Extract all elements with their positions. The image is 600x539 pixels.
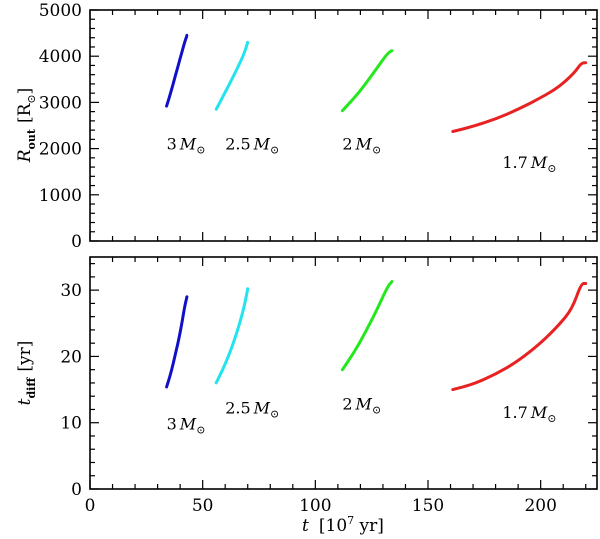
- x-tick-label: 150: [412, 496, 444, 516]
- top-ticks: 0 1000 2000 3000 4000 5000: [39, 1, 597, 252]
- top-y-tick-label: 0: [71, 232, 82, 252]
- top-series-3: [451, 61, 588, 133]
- top-mass-label-1: 2.5 M⊙: [225, 135, 279, 157]
- top-series-1: [214, 40, 250, 111]
- top-series-2: [340, 49, 394, 113]
- top-curves: [165, 33, 588, 133]
- bottom-y-tick-label: 0: [71, 480, 82, 500]
- bottom-series-0: [165, 295, 189, 389]
- bottom-mass-labels: 3 M⊙ 2.5 M⊙ 2 M⊙ 1.7 M⊙: [167, 394, 557, 436]
- bottom-series-1: [214, 287, 250, 385]
- bottom-mass-label-3: 1.7 M⊙: [502, 403, 556, 425]
- top-y-tick-label: 1000: [39, 186, 82, 206]
- top-y-tick-label: 4000: [39, 47, 82, 67]
- top-series-0: [165, 33, 189, 108]
- top-y-tick-label: 5000: [39, 1, 82, 21]
- top-y-tick-label: 2000: [39, 140, 82, 160]
- bottom-y-tick-label: 20: [60, 347, 82, 367]
- bottom-y-tick-label: 10: [60, 414, 82, 434]
- bottom-series-2: [340, 280, 394, 372]
- bottom-curves: [165, 280, 588, 392]
- x-tick-label: 50: [192, 496, 214, 516]
- x-tick-label: 200: [524, 496, 556, 516]
- top-panel-frame: [89, 9, 598, 242]
- top-mass-label-0: 3 M⊙: [167, 135, 206, 157]
- bottom-y-axis-label: tdiff[yr]: [15, 341, 38, 406]
- top-y-axis-label: Rout[R⊙]: [15, 88, 38, 164]
- bottom-y-tick-label: 30: [60, 281, 82, 301]
- x-axis-label: t [107 yr]: [302, 514, 384, 536]
- bottom-series-3: [451, 282, 588, 392]
- top-y-tick-label: 3000: [39, 93, 82, 113]
- bottom-mass-label-1: 2.5 M⊙: [225, 398, 279, 420]
- top-mass-labels: 3 M⊙ 2.5 M⊙ 2 M⊙ 1.7 M⊙: [167, 135, 557, 175]
- bottom-mass-label-0: 3 M⊙: [167, 414, 206, 436]
- x-tick-label: 0: [85, 496, 96, 516]
- bottom-ticks: 0 50 100 150 200 0 10 20 30: [60, 257, 597, 516]
- bottom-panel-frame: [89, 256, 598, 490]
- x-tick-label: 100: [299, 496, 331, 516]
- top-mass-label-3: 1.7 M⊙: [502, 153, 556, 175]
- top-mass-label-2: 2 M⊙: [342, 135, 381, 157]
- bottom-mass-label-2: 2 M⊙: [342, 394, 381, 416]
